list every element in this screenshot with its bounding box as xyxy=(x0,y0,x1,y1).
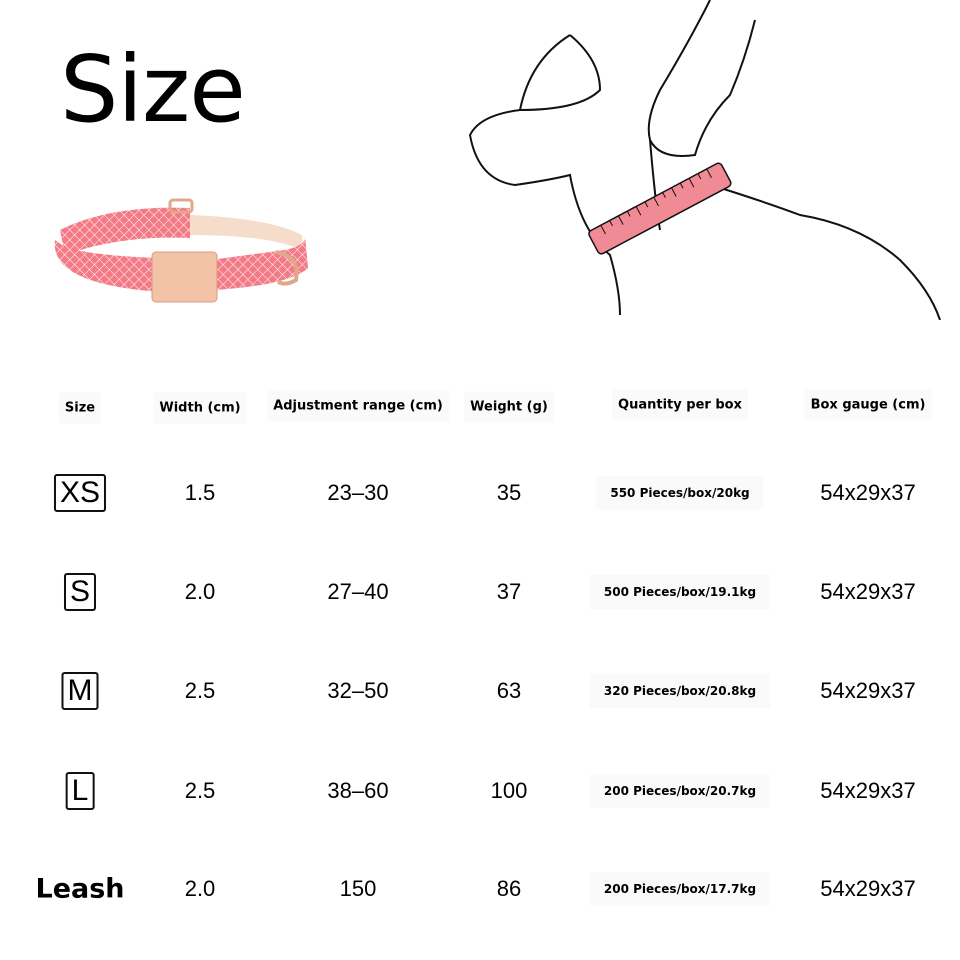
header-size: Size xyxy=(58,392,102,424)
width-value: 2.0 xyxy=(184,579,216,604)
quantity-value: 200 Pieces/box/20.7kg xyxy=(589,774,771,808)
dog-measurement-illustration xyxy=(468,0,941,320)
range-value: 38–60 xyxy=(327,778,389,803)
size-label: S xyxy=(63,573,97,611)
header-weight: Weight (g) xyxy=(464,391,554,423)
range-value: 27–40 xyxy=(327,579,389,604)
size-label: XS xyxy=(53,474,107,512)
box-gauge-value: 54x29x37 xyxy=(820,678,916,703)
width-value: 2.0 xyxy=(184,876,216,901)
box-gauge-value: 54x29x37 xyxy=(820,579,916,604)
weight-value: 63 xyxy=(496,678,522,703)
quantity-value: 550 Pieces/box/20kg xyxy=(596,476,764,510)
quantity-value: 320 Pieces/box/20.8kg xyxy=(589,674,771,708)
weight-value: 86 xyxy=(496,876,522,901)
measuring-tape-icon xyxy=(588,162,732,255)
header-adjustment-range: Adjustment range (cm) xyxy=(267,390,449,422)
box-gauge-value: 54x29x37 xyxy=(820,480,916,505)
weight-value: 37 xyxy=(496,579,522,604)
header-width: Width (cm) xyxy=(153,392,247,424)
range-value: 150 xyxy=(339,876,377,901)
page-title: Size xyxy=(60,36,246,143)
range-value: 32–50 xyxy=(327,678,389,703)
size-label: L xyxy=(65,772,95,810)
box-gauge-value: 54x29x37 xyxy=(820,876,916,901)
quantity-value: 500 Pieces/box/19.1kg xyxy=(589,575,771,609)
size-label: M xyxy=(61,672,99,710)
header-box-gauge: Box gauge (cm) xyxy=(804,389,932,421)
quantity-value: 200 Pieces/box/17.7kg xyxy=(589,872,771,906)
width-value: 2.5 xyxy=(184,678,216,703)
weight-value: 100 xyxy=(490,778,528,803)
size-label: Leash xyxy=(35,873,125,905)
collar-image xyxy=(54,198,308,303)
weight-value: 35 xyxy=(496,480,522,505)
width-value: 2.5 xyxy=(184,778,216,803)
header-quantity-per-box: Quantity per box xyxy=(612,389,748,421)
width-value: 1.5 xyxy=(184,480,216,505)
box-gauge-value: 54x29x37 xyxy=(820,778,916,803)
range-value: 23–30 xyxy=(327,480,389,505)
